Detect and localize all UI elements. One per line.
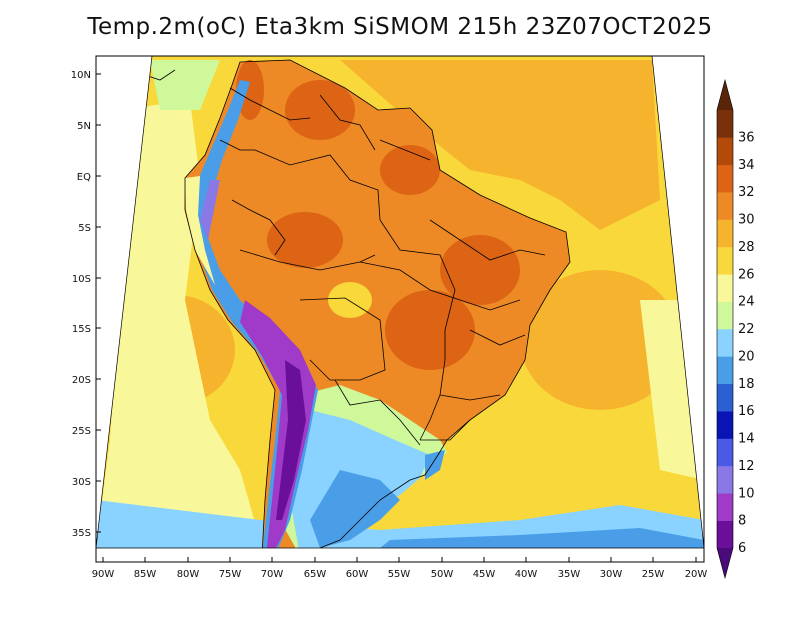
colorbar: 6 8 10 12 14 16 18 20 22 24 26 28 30 32 34 36 xyxy=(716,78,755,580)
lon-label: 45W xyxy=(473,569,496,580)
lon-label: 35W xyxy=(558,569,581,580)
colorbar-segment xyxy=(717,110,733,138)
colorbar-tick-label: 12 xyxy=(738,459,755,474)
colorbar-segment xyxy=(717,383,733,412)
colorbar-tick-label: 20 xyxy=(738,349,755,364)
lat-label: 5N xyxy=(77,121,91,132)
colorbar-segment xyxy=(717,192,733,220)
colorbar-tick-label: 16 xyxy=(738,404,755,419)
lon-label: 70W xyxy=(261,569,284,580)
lon-label: 85W xyxy=(134,569,157,580)
colorbar-segment xyxy=(717,137,733,166)
lat-label: EQ xyxy=(77,172,91,183)
lon-label: 40W xyxy=(515,569,538,580)
lat-label: 10N xyxy=(71,70,91,81)
andes-very-cold xyxy=(240,300,316,548)
lon-label: 25W xyxy=(642,569,665,580)
cold-uruguay xyxy=(425,450,445,480)
colorbar-frame xyxy=(716,78,734,580)
lat-label: 5S xyxy=(78,223,91,234)
lon-label: 90W xyxy=(92,569,115,580)
colorbar-tick-label: 36 xyxy=(738,130,755,145)
colorbar-tick-label: 24 xyxy=(738,295,755,310)
colorbar-segment xyxy=(717,329,733,357)
ocean-south-cold xyxy=(380,528,704,548)
colorbar-tick-label: 28 xyxy=(738,240,755,255)
lon-label: 50W xyxy=(431,569,454,580)
colorbar-segment xyxy=(717,438,733,467)
mild-patch-bolivia xyxy=(328,282,372,318)
colorbar-segment xyxy=(717,164,733,193)
colorbar-max-arrow xyxy=(717,80,733,110)
ocean-tropical-atlantic xyxy=(340,60,660,230)
colorbar-segment xyxy=(717,246,733,275)
coast-peru-mild xyxy=(185,176,215,285)
longitude-labels: 90W 85W 80W 75W 70W 65W 60W 55W 50W 45W … xyxy=(92,569,708,580)
ocean-pacific-cool xyxy=(96,100,260,548)
colorbar-segment xyxy=(717,274,733,302)
colorbar-tick-label: 30 xyxy=(738,213,755,228)
lon-label: 75W xyxy=(219,569,242,580)
lat-label: 35S xyxy=(72,528,91,539)
lat-label: 25S xyxy=(72,426,91,437)
latitude-labels: 10N 5N EQ 5S 10S 15S 20S 25S 30S 35S xyxy=(71,70,91,539)
colorbar-min-arrow xyxy=(717,548,733,578)
hot-patch-colombia xyxy=(236,60,264,120)
cold-argentina xyxy=(310,470,400,548)
colorbar-tick-label: 10 xyxy=(738,486,755,501)
colorbar-tick-label: 34 xyxy=(738,158,755,173)
lon-label: 80W xyxy=(177,569,200,580)
colorbar-tick-label: 22 xyxy=(738,322,755,337)
lat-label: 20S xyxy=(72,375,91,386)
colorbar-tick-label: 26 xyxy=(738,267,755,282)
colorbar-tick-label: 18 xyxy=(738,377,755,392)
hot-patch-central xyxy=(385,290,475,370)
lon-label: 20W xyxy=(685,569,708,580)
colorbar-segment xyxy=(717,465,733,494)
colorbar-segment xyxy=(717,301,733,330)
lat-label: 10S xyxy=(72,274,91,285)
hot-patch-amazon xyxy=(267,212,343,268)
colorbar-segment xyxy=(717,219,733,248)
andes-coldest xyxy=(276,360,306,520)
colorbar-tick-label: 6 xyxy=(738,541,746,556)
ocean-pacific-northcool xyxy=(150,60,220,110)
temperature-field xyxy=(96,56,704,548)
lat-label: 30S xyxy=(72,477,91,488)
lon-label: 65W xyxy=(304,569,327,580)
andes-peru-cold xyxy=(200,180,220,240)
colorbar-tick-label: 8 xyxy=(738,514,746,529)
hot-patch-northeast xyxy=(440,235,520,305)
hot-patch-north xyxy=(285,80,355,140)
country-boundaries xyxy=(184,59,571,548)
lon-label: 60W xyxy=(346,569,369,580)
colorbar-tick-label: 14 xyxy=(738,432,755,447)
plot-frame xyxy=(95,55,705,563)
axis-ticks xyxy=(96,73,697,562)
colorbar-segment xyxy=(717,356,733,385)
colorbar-segment xyxy=(717,520,733,549)
lon-label: 55W xyxy=(388,569,411,580)
colorbar-segment xyxy=(717,493,733,521)
hot-patch-para xyxy=(380,145,440,195)
colorbar-tick-label: 32 xyxy=(738,185,755,200)
colorbar-segment xyxy=(717,411,733,439)
ocean-atlantic-warm xyxy=(520,270,680,410)
map-title: Temp.2m(oC) Eta3km SiSMOM 215h 23Z07OCT2… xyxy=(87,14,713,40)
lat-label: 15S xyxy=(72,324,91,335)
lon-label: 30W xyxy=(600,569,623,580)
